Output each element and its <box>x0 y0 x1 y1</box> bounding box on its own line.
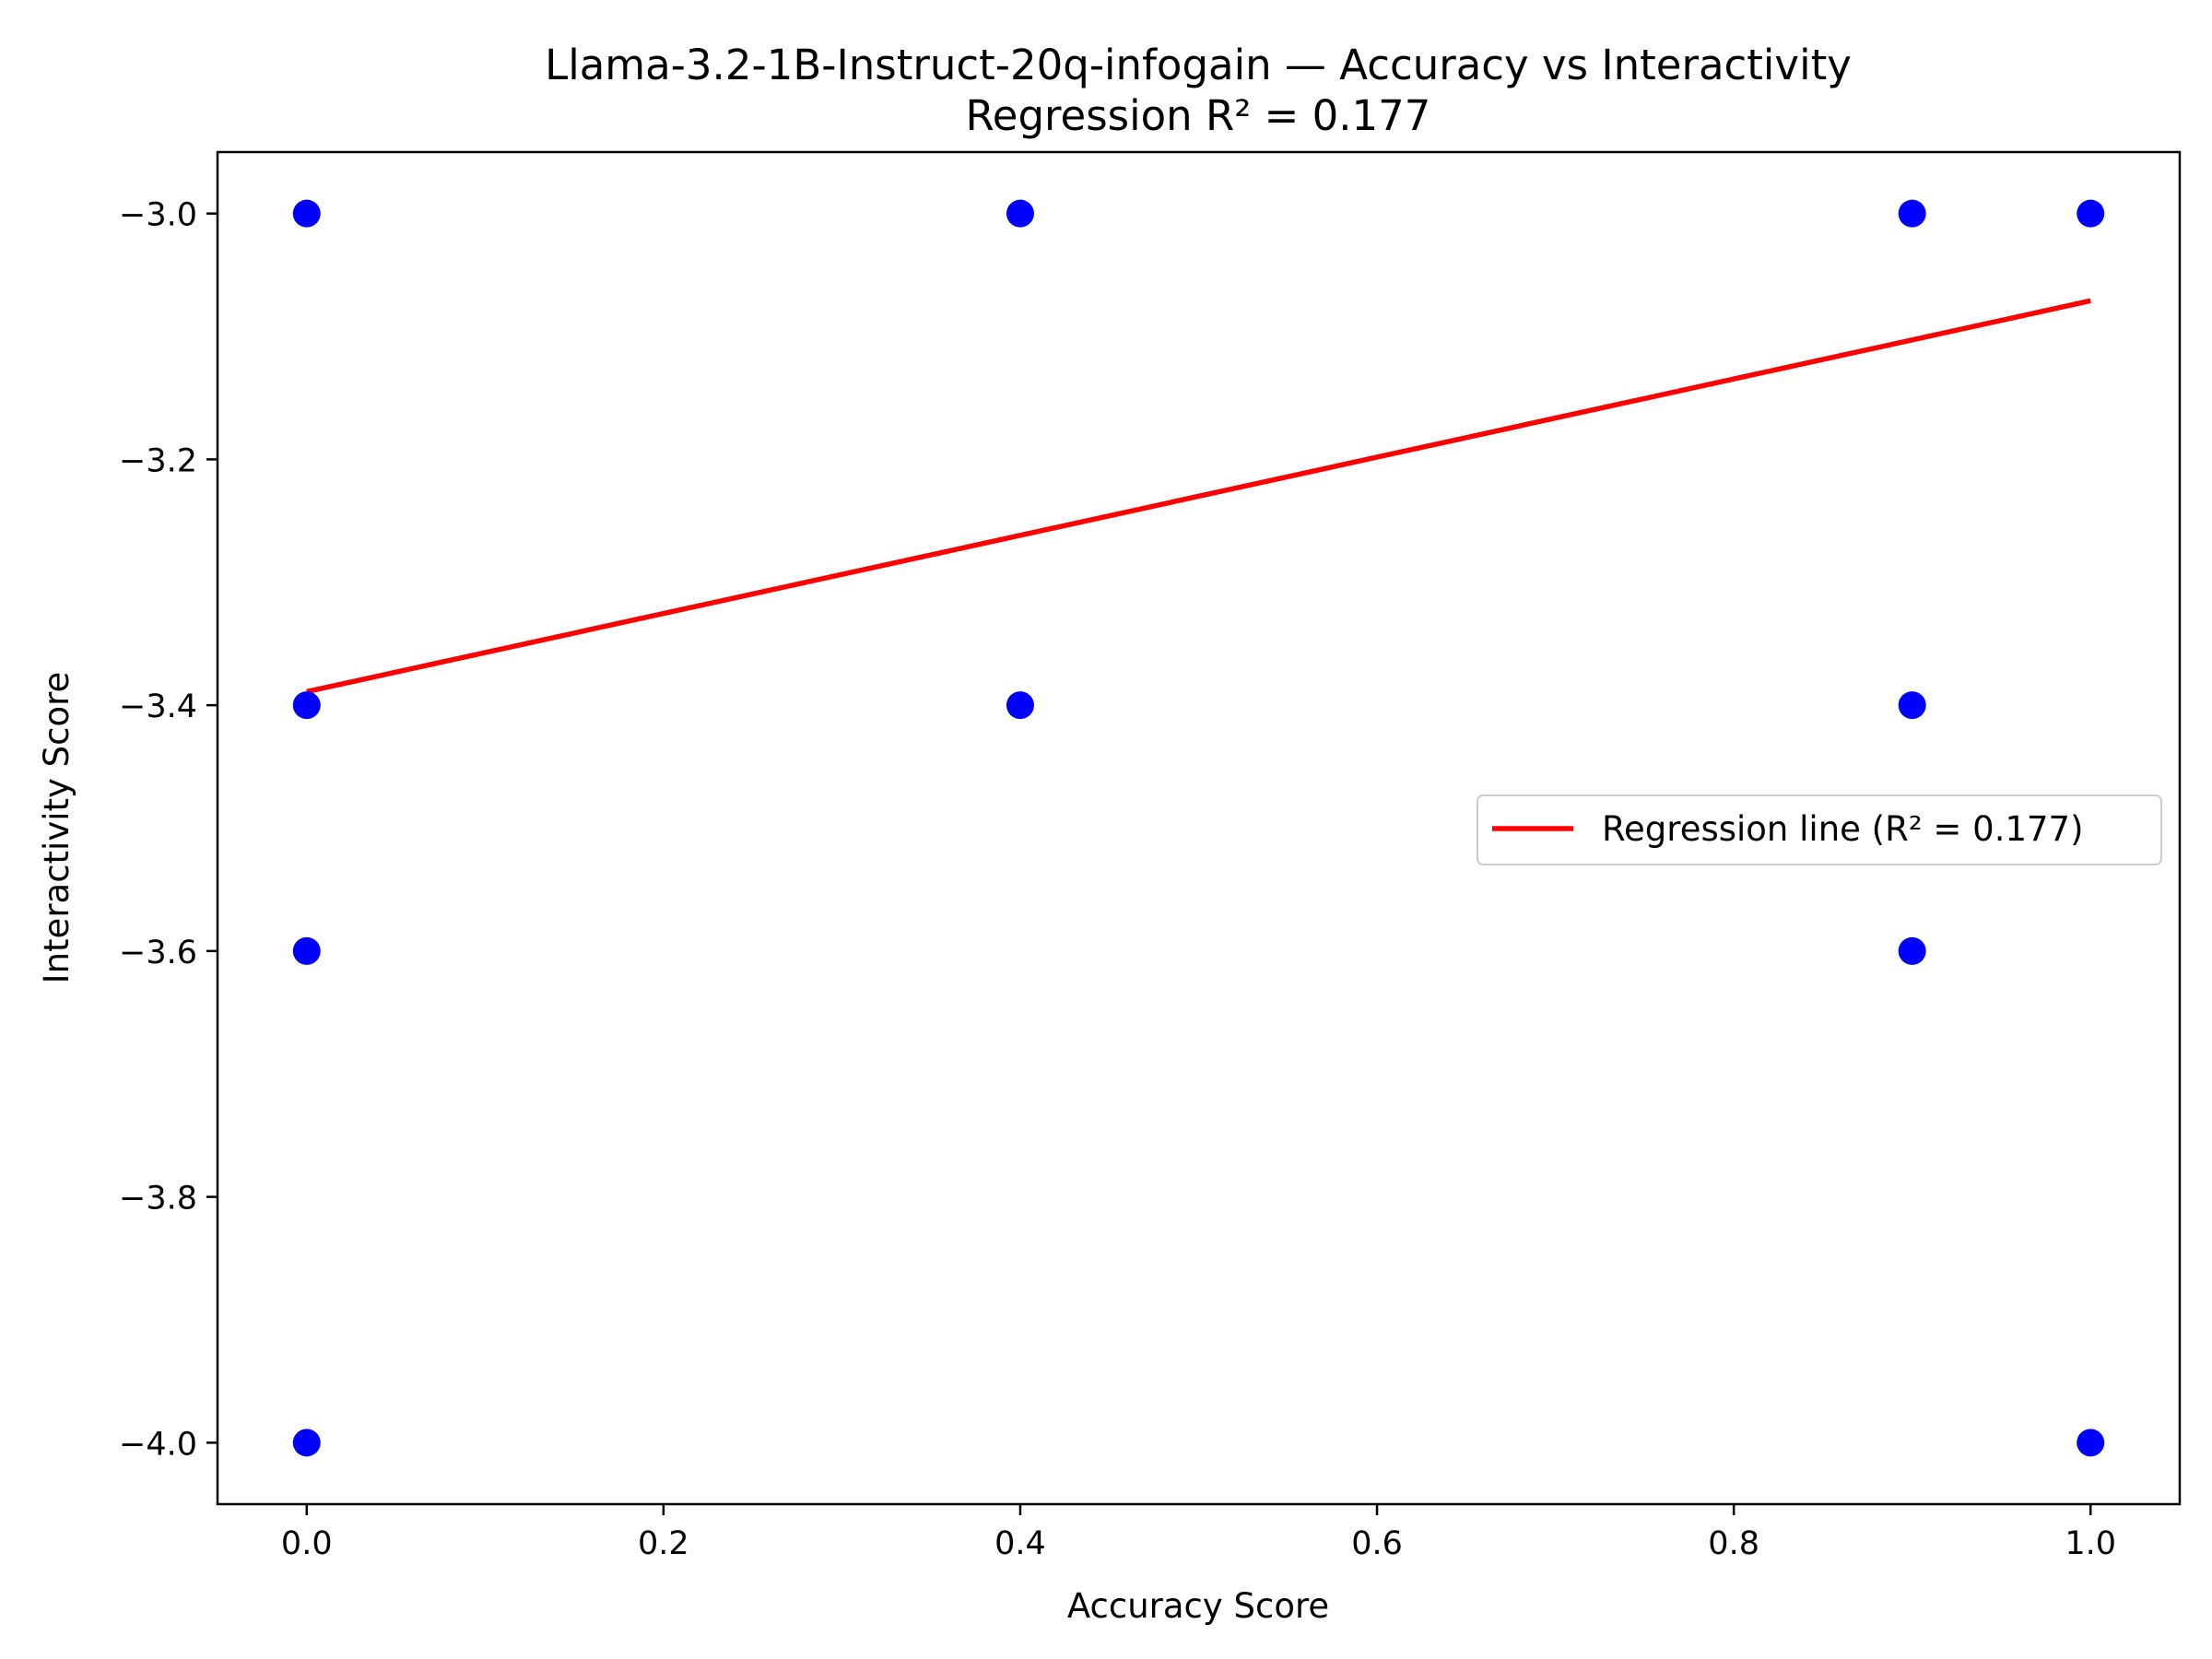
regression-layer <box>306 298 2091 695</box>
scatter-point <box>292 199 321 228</box>
chart-subtitle: Regression R² = 0.177 <box>966 91 1431 140</box>
scatter-point <box>292 1429 321 1457</box>
x-axis-ticks: 0.0 0.2 0.4 0.6 0.8 1.0 <box>281 1504 2116 1562</box>
regression-line <box>306 298 2091 695</box>
legend-regression-label: Regression line (R² = 0.177) <box>1602 809 2084 849</box>
y-tick-label: −3.0 <box>119 197 197 234</box>
scatter-point <box>1006 691 1034 720</box>
scatter-point <box>2077 1429 2105 1457</box>
legend: Regression line (R² = 0.177) <box>1477 794 2162 865</box>
y-tick-label: −3.4 <box>119 688 197 725</box>
scatter-point <box>1898 199 1926 228</box>
legend-box <box>1477 794 2162 865</box>
x-tick-label: 0.8 <box>1708 1525 1759 1562</box>
x-tick-label: 0.0 <box>281 1525 333 1562</box>
x-axis-label: Accuracy Score <box>1067 1586 1329 1626</box>
y-tick-label: −3.8 <box>119 1181 197 1218</box>
x-tick-label: 0.2 <box>638 1525 689 1562</box>
scatter-point <box>1898 691 1926 720</box>
x-tick-label: 0.6 <box>1351 1525 1403 1562</box>
y-tick-label: −3.6 <box>119 935 197 971</box>
y-tick-label: −3.2 <box>119 442 197 479</box>
plot-frame <box>216 150 2182 1506</box>
y-axis-ticks: −3.0 −3.2 −3.4 −3.6 −3.8 −4.0 <box>119 197 218 1463</box>
scatter-point <box>1006 199 1034 228</box>
y-axis-label: Interactivity Score <box>37 672 76 984</box>
scatter-points <box>292 199 2105 1457</box>
chart-title: Llama-3.2-1B-Instruct-20q-infogain — Acc… <box>545 41 1852 89</box>
y-tick-label: −4.0 <box>119 1426 197 1463</box>
scatter-point <box>2077 199 2105 228</box>
plot-area: 0.0 0.2 0.4 0.6 0.8 1.0 −3.0−3.2−3.4−3.6−3.8−… <box>119 150 2182 1562</box>
scatter-point <box>1898 936 1926 965</box>
x-tick-label: 1.0 <box>2065 1525 2116 1562</box>
scatter-point <box>292 691 321 720</box>
x-tick-label: 0.4 <box>994 1525 1046 1562</box>
scatter-point <box>292 936 321 965</box>
